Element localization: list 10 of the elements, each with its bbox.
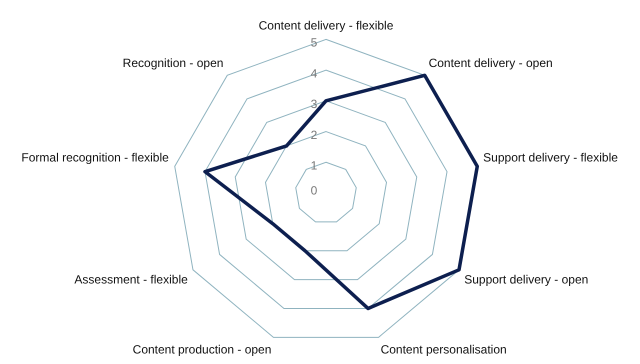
spoke-label: Content delivery - flexible [258, 18, 394, 33]
spoke-label: Content personalisation [380, 342, 507, 356]
spoke-label: Support delivery - flexible [483, 150, 618, 164]
spoke-label: Recognition - open [122, 56, 224, 70]
y-tick-label: 0 [310, 183, 318, 198]
spoke-label: Assessment - flexible [74, 272, 188, 286]
spoke-label: Support delivery - open [464, 272, 588, 286]
spoke-label: Formal recognition - flexible [21, 150, 170, 164]
spoke-label: Content delivery - open [428, 56, 553, 70]
spoke-label: Content production - open [132, 342, 272, 356]
